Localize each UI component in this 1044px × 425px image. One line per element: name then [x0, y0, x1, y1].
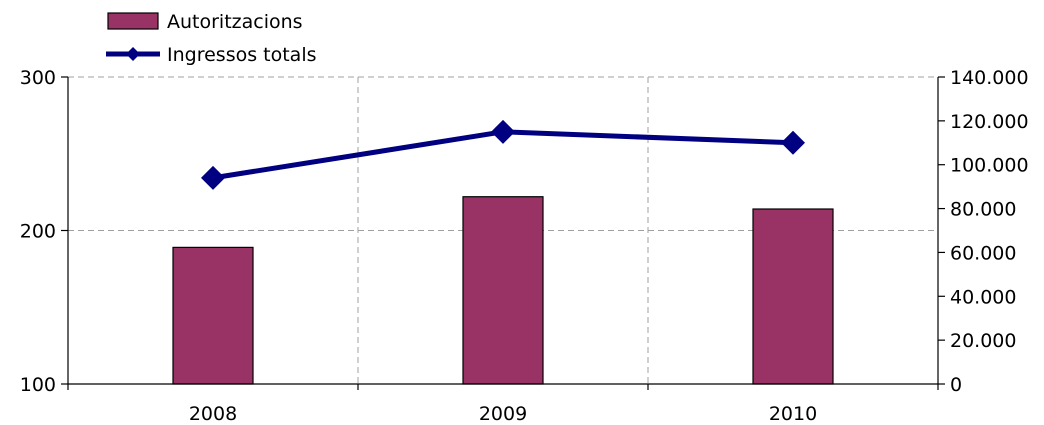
y-left-tick-label: 300: [20, 67, 56, 89]
legend-label-ingressos-totals: Ingressos totals: [167, 44, 317, 66]
bar-2009: [462, 196, 544, 385]
legend-swatch-autoritzacions: [107, 12, 159, 30]
y-right-tick-label: 100.000: [950, 155, 1029, 177]
line-series: [201, 119, 805, 190]
tick-labels: 100 200 300 0 20.000 40.000 60.000 80.000 100.00…: [20, 67, 1029, 425]
y-right-tick-label: 60.000: [950, 242, 1016, 264]
legend: Autoritzacions Ingressos totals: [106, 11, 317, 66]
line-marker-2008: [201, 165, 225, 190]
line-marker-2009: [491, 119, 515, 144]
x-tick-label-2010: 2010: [769, 403, 817, 425]
y-right-tick-label: 20.000: [950, 330, 1016, 352]
y-right-tick-label: 80.000: [950, 199, 1016, 221]
x-tick-label-2008: 2008: [189, 403, 237, 425]
bars: [172, 196, 834, 385]
y-right-tick-label: 140.000: [950, 67, 1029, 89]
y-left-tick-label: 200: [20, 221, 56, 243]
bar-2010: [752, 208, 834, 385]
y-right-tick-label: 40.000: [950, 286, 1016, 308]
x-tick-label-2009: 2009: [479, 403, 527, 425]
line-marker-2010: [781, 130, 805, 155]
y-right-tick-label: 0: [950, 374, 962, 396]
bar-2008: [172, 246, 254, 385]
y-left-tick-label: 100: [20, 374, 56, 396]
y-right-tick-label: 120.000: [950, 111, 1029, 133]
legend-marker-ingressos-totals: [126, 47, 140, 61]
axes: [61, 76, 945, 390]
legend-label-autoritzacions: Autoritzacions: [167, 11, 303, 33]
